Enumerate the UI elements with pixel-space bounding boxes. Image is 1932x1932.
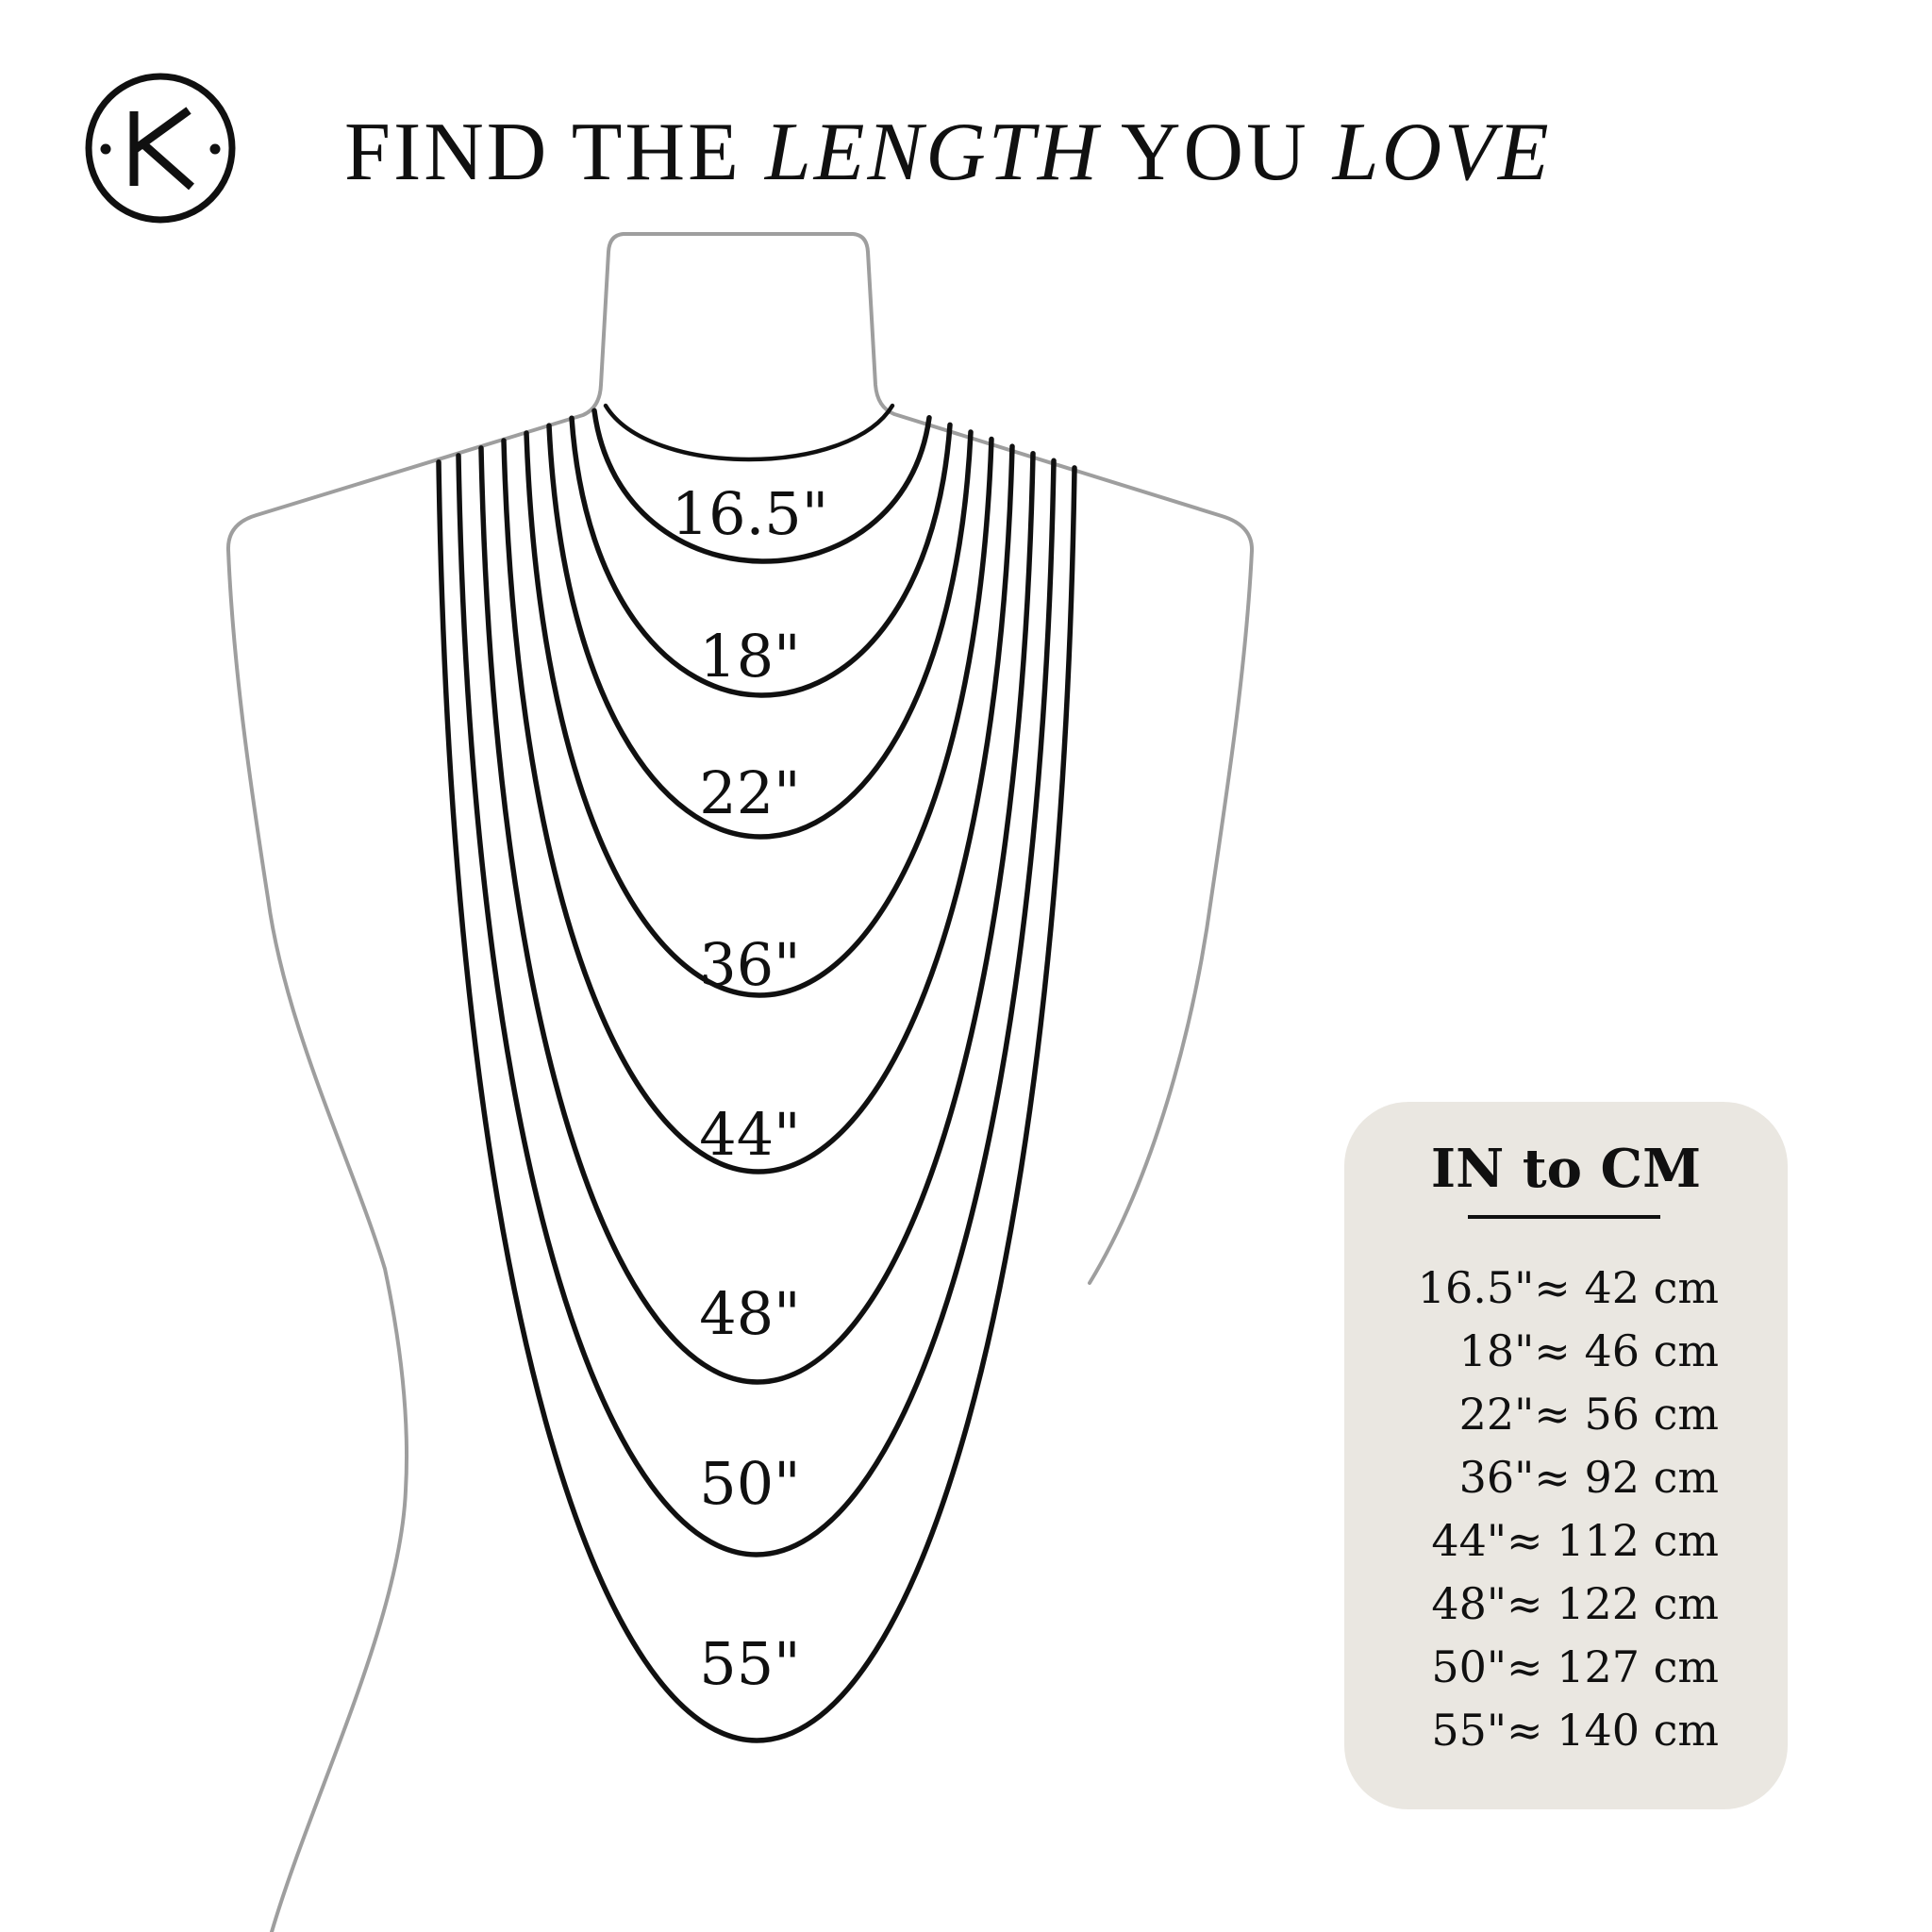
conversion-panel-divider bbox=[1468, 1215, 1660, 1219]
conversion-row-inches: 16.5" bbox=[1418, 1262, 1535, 1313]
conversion-row-inches: 50" bbox=[1431, 1641, 1507, 1692]
conversion-row: 18"≈ 46 cm bbox=[1459, 1325, 1719, 1376]
conversion-row-cm: 92 cm bbox=[1584, 1452, 1719, 1503]
conversion-row-cm: 42 cm bbox=[1584, 1262, 1719, 1313]
mannequin-outline-left bbox=[225, 232, 625, 1932]
necklace-curve-4 bbox=[501, 438, 1015, 1174]
conversion-row: 16.5"≈ 42 cm bbox=[1418, 1262, 1719, 1313]
conversion-row-inches: 48" bbox=[1431, 1578, 1507, 1629]
conversion-row-inches: 55" bbox=[1431, 1705, 1507, 1756]
conversion-row-inches: 22" bbox=[1459, 1389, 1535, 1440]
approx-symbol: ≈ bbox=[1507, 1578, 1557, 1629]
conversion-row: 22"≈ 56 cm bbox=[1459, 1389, 1719, 1440]
conversion-panel-background bbox=[1344, 1102, 1788, 1809]
necklace-curve-1 bbox=[569, 415, 953, 698]
approx-symbol: ≈ bbox=[1507, 1515, 1557, 1566]
conversion-row-inches: 44" bbox=[1431, 1515, 1507, 1566]
conversion-row: 48"≈ 122 cm bbox=[1431, 1578, 1719, 1629]
necklace-curve-5 bbox=[478, 445, 1036, 1385]
conversion-row-cm: 127 cm bbox=[1557, 1641, 1719, 1692]
title-part: YOU bbox=[1100, 107, 1332, 198]
mannequin-bust bbox=[225, 232, 1255, 1932]
approx-symbol: ≈ bbox=[1534, 1262, 1584, 1313]
necklace-curve-6 bbox=[456, 453, 1057, 1557]
necklace-curve-2 bbox=[546, 423, 974, 840]
necklace-length-label: 18" bbox=[699, 622, 800, 691]
necklace-length-label: 36" bbox=[699, 930, 800, 999]
necklace-curve-3 bbox=[524, 430, 994, 998]
necklace-length-label: 16.5" bbox=[672, 479, 829, 548]
title-part-italic: LOVE bbox=[1331, 107, 1552, 198]
conversion-row-cm: 46 cm bbox=[1584, 1325, 1719, 1376]
mannequin-outline-right bbox=[622, 232, 1255, 1285]
conversion-row-inches: 36" bbox=[1459, 1452, 1535, 1503]
logo-letter-k-icon bbox=[129, 107, 194, 191]
approx-symbol: ≈ bbox=[1507, 1705, 1557, 1756]
approx-symbol: ≈ bbox=[1534, 1389, 1584, 1440]
mannequin-neckline bbox=[603, 403, 895, 462]
necklace-length-labels: 16.5" 18" 22" 36" 44" 48" 50" 55" bbox=[672, 479, 829, 1698]
conversion-row-inches: 18" bbox=[1459, 1325, 1535, 1376]
necklace-length-label: 48" bbox=[699, 1279, 800, 1348]
logo-dot-left-icon bbox=[100, 143, 111, 155]
necklace-length-label: 55" bbox=[699, 1629, 800, 1698]
necklace-curve-7 bbox=[436, 459, 1077, 1743]
title-part-italic: LENGTH bbox=[763, 107, 1102, 198]
approx-symbol: ≈ bbox=[1507, 1641, 1557, 1692]
necklace-chains bbox=[436, 408, 1077, 1743]
page-title: FIND THE LENGTH YOU LOVE bbox=[344, 107, 1552, 198]
conversion-row-cm: 122 cm bbox=[1557, 1578, 1719, 1629]
conversion-row: 36"≈ 92 cm bbox=[1459, 1452, 1719, 1503]
necklace-length-label: 50" bbox=[699, 1449, 800, 1518]
conversion-row: 50"≈ 127 cm bbox=[1431, 1641, 1719, 1692]
brand-logo bbox=[85, 73, 236, 224]
necklace-length-label: 44" bbox=[699, 1100, 800, 1169]
logo-dot-right-icon bbox=[209, 143, 221, 155]
necklace-curve-0 bbox=[591, 408, 932, 564]
conversion-row-cm: 112 cm bbox=[1557, 1515, 1719, 1566]
conversion-row-cm: 56 cm bbox=[1584, 1389, 1719, 1440]
conversion-panel-title: IN to CM bbox=[1431, 1138, 1701, 1200]
approx-symbol: ≈ bbox=[1534, 1325, 1584, 1376]
conversion-row: 44"≈ 112 cm bbox=[1431, 1515, 1719, 1566]
conversion-row-cm: 140 cm bbox=[1557, 1705, 1719, 1756]
necklace-length-label: 22" bbox=[699, 758, 800, 827]
logo-circle-icon bbox=[85, 73, 236, 224]
approx-symbol: ≈ bbox=[1534, 1452, 1584, 1503]
title-part: FIND THE bbox=[344, 107, 765, 198]
conversion-row: 55"≈ 140 cm bbox=[1431, 1705, 1719, 1756]
